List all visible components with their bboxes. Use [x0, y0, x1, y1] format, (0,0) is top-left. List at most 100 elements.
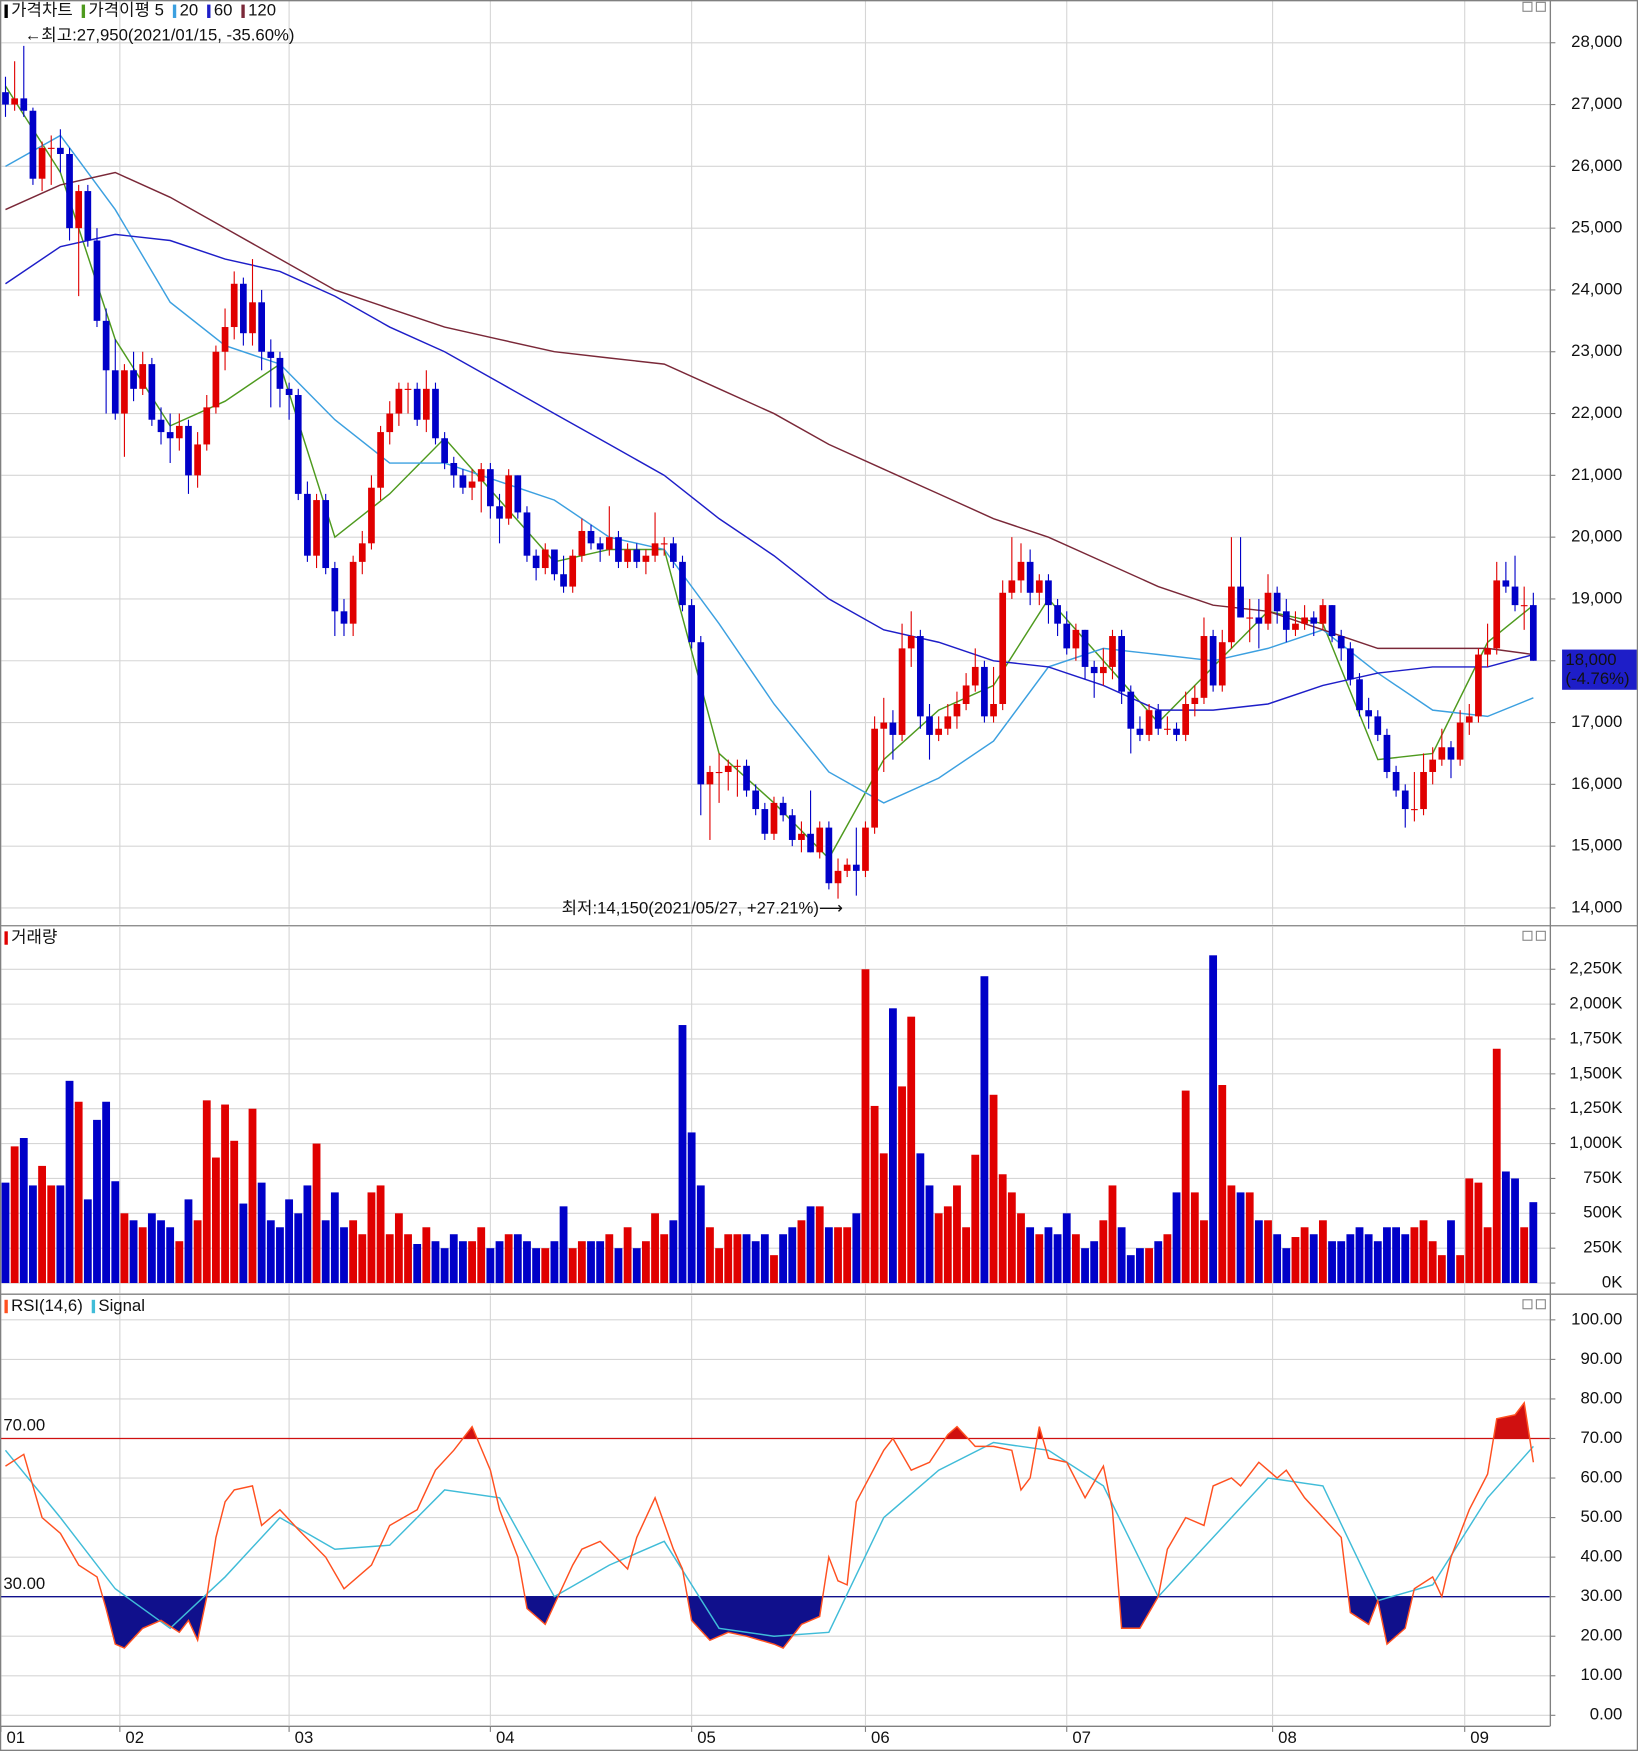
y-tick-label: 10.00 — [1580, 1665, 1622, 1684]
candle-body — [907, 636, 915, 649]
candle-body — [1118, 636, 1125, 692]
plot-area — [0, 0, 1550, 925]
candle-body — [166, 432, 174, 439]
y-tick-label: 19,000 — [1571, 588, 1622, 607]
volume-bar — [1163, 1234, 1172, 1284]
candle-body — [459, 475, 467, 488]
candle-body — [605, 537, 613, 550]
candle-body — [139, 364, 147, 389]
minimize-button[interactable] — [1522, 930, 1533, 941]
candle-body — [358, 543, 366, 562]
volume-bar — [1117, 1227, 1126, 1284]
candle-body — [487, 469, 494, 507]
volume-bar — [577, 1241, 586, 1284]
candle-body — [981, 666, 988, 717]
volume-bar — [1218, 1085, 1227, 1284]
volume-bar — [513, 1234, 522, 1284]
candle-body — [1337, 636, 1345, 649]
volume-bar — [532, 1248, 541, 1284]
volume-bar — [916, 1153, 925, 1284]
y-tick-label: 1,500K — [1569, 1063, 1622, 1082]
volume-bar — [1254, 1220, 1263, 1284]
candle-body — [715, 771, 723, 774]
candle-body — [285, 388, 293, 396]
volume-bar — [971, 1154, 980, 1284]
candle-body — [368, 487, 375, 544]
volume-bar — [806, 1206, 815, 1284]
candle-body — [798, 833, 805, 840]
candle-body — [615, 537, 622, 562]
close-button[interactable] — [1535, 1299, 1546, 1310]
volume-bar — [257, 1182, 266, 1284]
candle-body — [111, 370, 119, 414]
candle-body — [880, 722, 888, 729]
candle-body — [953, 704, 961, 717]
candle-body — [862, 827, 869, 871]
minimize-button[interactable] — [1522, 1, 1533, 12]
volume-bar — [1465, 1178, 1474, 1284]
volume-bar — [706, 1227, 714, 1284]
volume-bar — [852, 1213, 861, 1284]
y-tick-label: 24,000 — [1571, 279, 1622, 298]
volume-bar — [1190, 1192, 1199, 1284]
volume-bar — [486, 1248, 495, 1284]
close-button[interactable] — [1535, 1, 1546, 12]
y-tick-label: 15,000 — [1571, 836, 1622, 855]
candle-body — [1237, 586, 1244, 618]
volume-bar — [870, 1105, 879, 1284]
candle-body — [1456, 722, 1464, 760]
candle-body — [1081, 629, 1089, 667]
volume-bar — [166, 1227, 175, 1284]
candle-body — [697, 642, 705, 785]
candle-body — [1063, 623, 1071, 649]
volume-bar — [788, 1227, 797, 1284]
candle-body — [523, 512, 531, 556]
volume-bar — [294, 1213, 303, 1284]
candle-body — [642, 555, 650, 562]
candle-body — [1420, 771, 1427, 810]
candle-body — [1529, 605, 1537, 661]
volume-bar — [376, 1185, 385, 1284]
volume-bar — [138, 1227, 147, 1284]
volume-bar — [1282, 1248, 1291, 1284]
candle-body — [322, 500, 330, 569]
volume-bar — [29, 1185, 37, 1284]
volume-bar — [742, 1234, 751, 1284]
candle-body — [651, 543, 659, 556]
volume-bar — [1410, 1227, 1419, 1284]
volume-bar — [568, 1248, 577, 1284]
y-tick-label: 100.00 — [1571, 1309, 1622, 1328]
candle-body — [1392, 771, 1400, 791]
candle-body — [1218, 642, 1226, 686]
plot-area — [0, 1295, 1550, 1726]
candle-body — [1438, 747, 1446, 760]
minimize-button[interactable] — [1522, 1299, 1533, 1310]
volume-bar — [1428, 1241, 1437, 1284]
candle-body — [569, 555, 577, 587]
candle-body — [1264, 592, 1272, 624]
volume-bar — [56, 1185, 65, 1284]
candle-body — [999, 592, 1007, 705]
x-tick-label: 01 — [6, 1728, 25, 1747]
line-series — [5, 233, 1534, 711]
volume-bar — [541, 1248, 550, 1284]
volume-bar — [1081, 1248, 1089, 1284]
y-tick-label: 0K — [1602, 1272, 1622, 1291]
candle-body — [121, 370, 128, 414]
candle-body — [66, 153, 73, 229]
volume-bar — [1300, 1227, 1309, 1284]
x-tick-label: 06 — [871, 1728, 890, 1747]
legend-label: 20 — [180, 1, 199, 20]
volume-bar — [111, 1181, 120, 1284]
volume-bar — [1181, 1090, 1190, 1284]
close-button[interactable] — [1535, 930, 1546, 941]
candle-body — [29, 110, 37, 179]
candle-body — [432, 388, 439, 439]
candle-body — [1127, 691, 1135, 729]
volume-bar — [394, 1213, 403, 1284]
candle-body — [560, 574, 567, 587]
volume-bar — [1456, 1255, 1465, 1284]
volume-bar — [614, 1248, 623, 1284]
